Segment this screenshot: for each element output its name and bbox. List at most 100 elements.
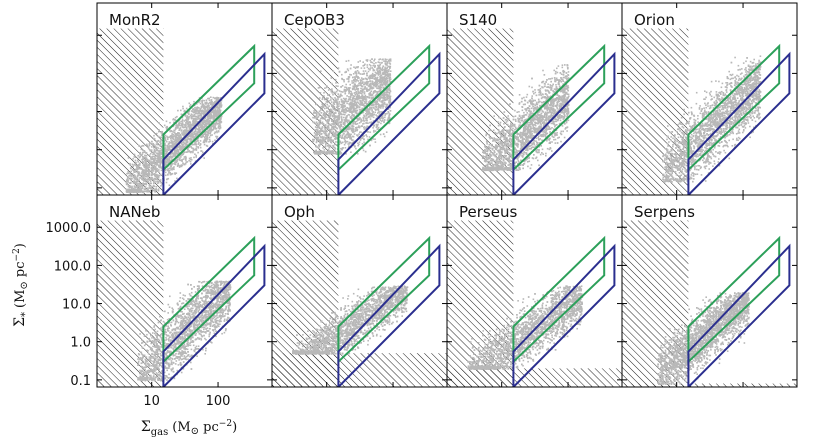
data-point — [372, 83, 374, 86]
data-point — [351, 114, 353, 117]
data-point — [363, 91, 366, 93]
data-point — [142, 183, 145, 185]
data-point — [321, 106, 323, 109]
data-point — [171, 133, 173, 135]
data-point — [324, 112, 326, 115]
data-point — [189, 123, 192, 125]
data-point — [194, 113, 197, 115]
data-point — [169, 137, 172, 140]
data-point — [156, 168, 159, 170]
data-point — [348, 145, 350, 147]
data-point — [177, 125, 180, 127]
data-point — [386, 88, 389, 91]
data-point — [205, 122, 207, 125]
data-point — [215, 106, 218, 109]
data-point — [136, 172, 139, 174]
data-point — [175, 124, 177, 127]
data-point — [165, 149, 167, 152]
data-point — [218, 107, 220, 109]
data-point — [370, 106, 373, 109]
data-point — [352, 73, 355, 75]
data-point — [389, 63, 392, 65]
data-point — [213, 101, 215, 104]
data-point — [384, 116, 386, 119]
data-point — [155, 189, 158, 191]
data-point — [219, 125, 222, 127]
data-point — [338, 116, 340, 118]
data-point — [330, 131, 332, 133]
data-point — [133, 171, 135, 173]
data-point — [386, 68, 388, 70]
data-point — [335, 122, 338, 124]
data-point — [327, 120, 330, 123]
data-point — [381, 78, 384, 81]
data-point — [199, 146, 202, 149]
data-point — [375, 62, 377, 64]
data-point — [335, 112, 337, 114]
data-point — [371, 80, 373, 82]
data-point — [385, 93, 388, 96]
data-point — [147, 159, 149, 161]
data-point — [341, 73, 343, 76]
data-point — [183, 120, 186, 122]
data-point — [140, 189, 142, 192]
data-point — [125, 180, 128, 182]
data-point — [357, 142, 359, 145]
data-point — [192, 143, 195, 146]
data-point — [314, 111, 317, 114]
data-point — [359, 104, 362, 106]
data-point — [382, 71, 385, 74]
data-point — [182, 158, 185, 160]
data-point — [202, 103, 205, 106]
data-point — [338, 124, 340, 127]
data-point — [199, 113, 202, 116]
data-point — [338, 102, 340, 105]
data-point — [318, 126, 320, 129]
data-point — [131, 173, 134, 175]
data-point — [142, 170, 144, 173]
data-point — [364, 86, 366, 89]
data-point — [368, 94, 371, 96]
data-point — [126, 183, 129, 186]
data-point — [166, 140, 168, 143]
data-point — [170, 130, 173, 132]
data-point — [383, 60, 385, 62]
data-point — [183, 133, 186, 135]
data-point — [374, 111, 376, 114]
data-point — [187, 111, 190, 113]
data-point — [133, 164, 136, 166]
data-point — [191, 147, 193, 149]
data-point — [133, 174, 136, 176]
data-point — [334, 101, 337, 103]
data-point — [212, 142, 214, 145]
data-point — [197, 125, 200, 128]
data-point — [387, 111, 389, 113]
data-point — [356, 109, 359, 112]
data-point — [173, 135, 176, 137]
data-point — [330, 77, 333, 79]
data-point — [187, 125, 189, 128]
data-point — [354, 104, 357, 106]
data-point — [369, 118, 372, 120]
data-point — [155, 146, 158, 149]
data-point — [170, 139, 172, 141]
data-point — [323, 136, 325, 138]
data-point — [151, 155, 154, 158]
data-point — [179, 146, 182, 149]
data-point — [337, 122, 339, 125]
data-point — [185, 107, 188, 110]
data-point — [149, 170, 151, 172]
data-point — [152, 168, 154, 170]
data-point — [330, 96, 332, 99]
data-point — [321, 139, 323, 142]
data-point — [215, 101, 217, 103]
data-point — [324, 138, 326, 140]
data-point — [210, 114, 213, 116]
data-point — [356, 123, 359, 125]
data-point — [133, 178, 136, 180]
data-point — [178, 121, 181, 124]
data-point — [180, 154, 182, 156]
data-point — [190, 126, 192, 128]
data-point — [217, 106, 219, 109]
data-point — [374, 74, 377, 77]
